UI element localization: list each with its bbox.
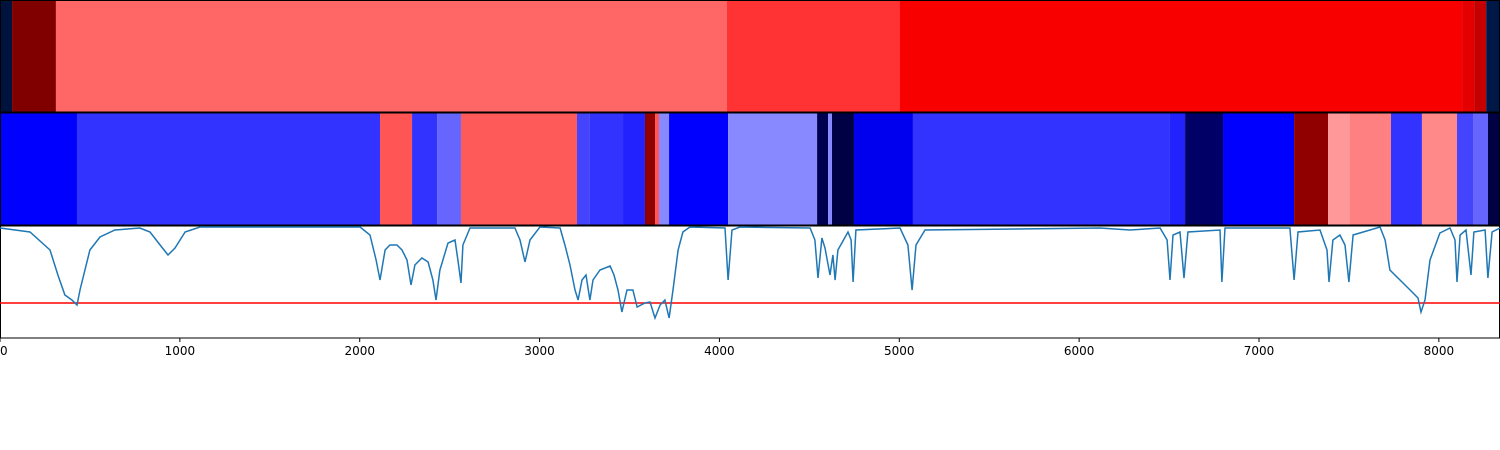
heat-cell — [1185, 113, 1224, 225]
heat-cell — [726, 0, 900, 112]
heat-cell — [900, 0, 1463, 112]
heat-cell — [0, 0, 13, 112]
x-tick-label: 0 — [0, 344, 8, 358]
heat-cell — [832, 113, 854, 225]
heat-cell — [658, 113, 670, 225]
heat-cell — [669, 113, 729, 225]
x-tick-label: 4000 — [704, 344, 735, 358]
heat-cell — [1473, 113, 1488, 225]
heat-cell — [1462, 0, 1475, 112]
spectrum-line — [0, 226, 1500, 321]
heat-cell — [1328, 113, 1350, 225]
x-tick-label: 6000 — [1064, 344, 1095, 358]
heat-cell — [1223, 113, 1295, 225]
heat-cell — [1294, 113, 1329, 225]
x-tick-label: 1000 — [165, 344, 196, 358]
heat-cell — [412, 113, 438, 225]
heat-cell — [1486, 0, 1500, 112]
heat-cell — [655, 113, 659, 225]
heat-cell — [589, 113, 624, 225]
heat-cell — [1487, 113, 1500, 225]
heat-cell — [380, 113, 413, 225]
heat-cell — [1457, 113, 1474, 225]
x-tick-label: 8000 — [1424, 344, 1455, 358]
x-tick-label: 3000 — [524, 344, 555, 358]
heat-cell — [828, 113, 833, 225]
x-tick-label: 5000 — [884, 344, 915, 358]
heat-cell — [1391, 113, 1422, 225]
heat-cell — [460, 113, 577, 225]
heat-cell — [853, 113, 913, 225]
heat-cell — [76, 113, 381, 225]
x-tick-label: 2000 — [344, 344, 375, 358]
heat-cell — [1169, 113, 1186, 225]
x-tick-label: 7000 — [1244, 344, 1275, 358]
heat-cell — [644, 113, 656, 225]
heat-cell — [1474, 0, 1487, 112]
heat-cell — [437, 113, 461, 225]
heat-cell — [0, 113, 77, 225]
heat-cell — [576, 113, 590, 225]
heat-cell — [728, 113, 818, 225]
heat-cell — [12, 0, 56, 112]
heat-cell — [623, 113, 645, 225]
plot-frame — [0, 225, 1500, 339]
heat-cell — [1421, 113, 1458, 225]
heat-cell — [1350, 113, 1392, 225]
heat-cell — [55, 0, 727, 112]
heat-cell — [817, 113, 829, 225]
heat-cell — [912, 113, 1170, 225]
